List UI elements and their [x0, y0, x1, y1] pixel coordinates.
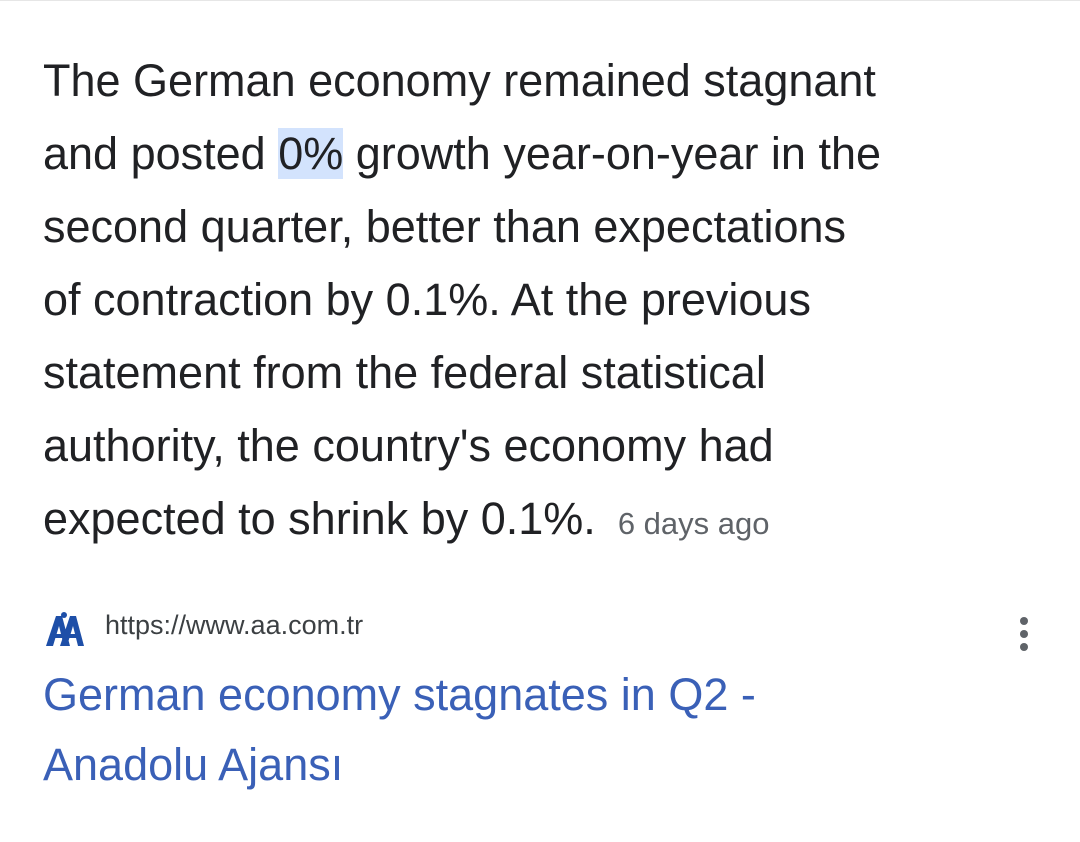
snippet-text: second quarter, better than expectations	[43, 201, 847, 252]
snippet-text: The German economy remained stagnant	[43, 55, 876, 106]
snippet-text: expected to shrink by 0.1%.	[43, 493, 596, 544]
snippet-text: growth year-on-year in the	[343, 128, 882, 179]
snippet-text: of contraction by 0.1%. At the previous	[43, 274, 811, 325]
snippet-line: and posted 0% growth year-on-year in the	[43, 117, 1043, 190]
snippet-text: and posted	[43, 128, 279, 179]
result-url[interactable]: https://www.aa.com.tr	[105, 610, 364, 640]
snippet-date: 6 days ago	[617, 506, 770, 541]
snippet-line: of contraction by 0.1%. At the previous	[43, 263, 1043, 336]
snippet-text: statement from the federal statistical	[43, 347, 766, 398]
divider	[0, 0, 1080, 1]
snippet-line: expected to shrink by 0.1%. 6 days ago	[43, 482, 1043, 555]
highlight: 0%	[278, 128, 344, 179]
snippet-line: authority, the country's economy had	[43, 409, 1043, 482]
snippet-line: The German economy remained stagnant	[43, 44, 1043, 117]
result-title[interactable]: German economy stagnates in Q2 - Anadolu …	[43, 660, 756, 800]
snippet-line: second quarter, better than expectations	[43, 190, 1043, 263]
snippet-text: authority, the country's economy had	[43, 420, 774, 471]
title-line[interactable]: Anadolu Ajansı	[43, 739, 344, 790]
snippet-line: statement from the federal statistical	[43, 336, 1043, 409]
favicon	[46, 612, 84, 646]
title-line[interactable]: German economy stagnates in Q2 -	[43, 669, 756, 720]
more-menu[interactable]	[1015, 616, 1033, 652]
snippet: The German economy remained stagnant and …	[43, 44, 1043, 555]
